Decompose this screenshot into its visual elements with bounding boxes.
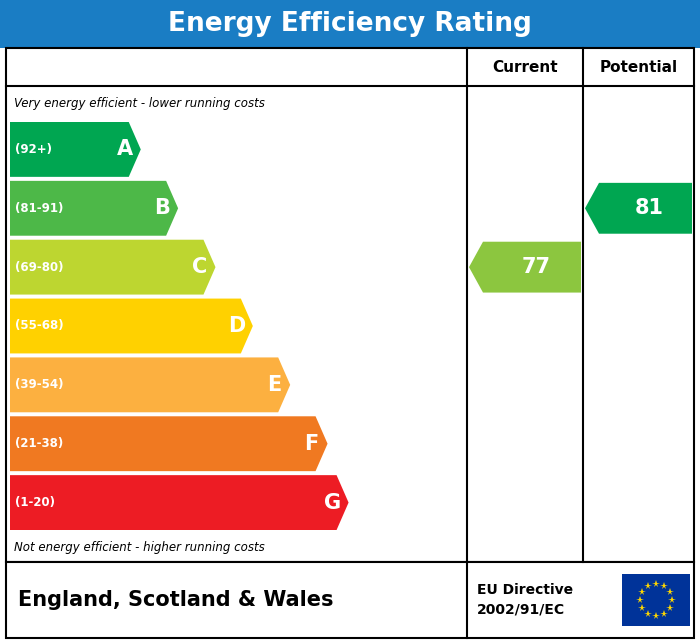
Text: E: E [267,375,281,395]
Text: 77: 77 [522,257,550,277]
Text: Current: Current [492,60,558,74]
Text: Not energy efficient - higher running costs: Not energy efficient - higher running co… [14,541,265,555]
Text: Potential: Potential [599,60,678,74]
Polygon shape [10,416,328,471]
Polygon shape [10,181,178,236]
Text: England, Scotland & Wales: England, Scotland & Wales [18,590,333,610]
Polygon shape [10,358,290,412]
Bar [6,562,694,638]
Polygon shape [10,239,216,295]
Text: (81-91): (81-91) [15,202,64,215]
Text: G: G [324,492,341,512]
Text: (39-54): (39-54) [15,378,64,392]
Text: (55-68): (55-68) [15,320,64,333]
Text: Very energy efficient - lower running costs: Very energy efficient - lower running co… [14,98,265,110]
Text: 81: 81 [635,198,664,218]
Polygon shape [10,122,141,177]
Text: F: F [304,434,318,454]
Polygon shape [469,242,581,293]
Text: (1-20): (1-20) [15,496,55,509]
Text: Energy Efficiency Rating: Energy Efficiency Rating [168,11,532,37]
Bar [0,0,700,48]
Text: A: A [117,139,133,159]
Text: (69-80): (69-80) [15,261,64,273]
Text: (92+): (92+) [15,143,52,156]
Bar [6,48,694,562]
Polygon shape [10,475,349,530]
Polygon shape [10,299,253,354]
Text: EU Directive
2002/91/EC: EU Directive 2002/91/EC [477,583,573,617]
Text: (21-38): (21-38) [15,437,63,450]
Text: B: B [154,198,170,218]
Bar [622,574,690,626]
Text: D: D [228,316,246,336]
Text: C: C [192,257,207,277]
Polygon shape [585,183,692,234]
